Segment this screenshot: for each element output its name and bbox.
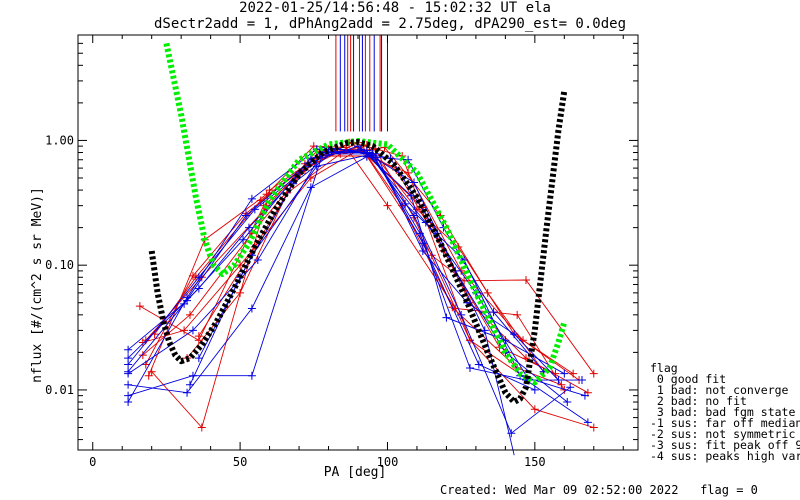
legend-entry: -3 sus: fit peak off 90 — [650, 438, 800, 452]
blue-data-point — [194, 273, 203, 282]
blue-data-point — [244, 223, 253, 232]
red-series-line — [151, 148, 594, 429]
blue-data-point — [578, 376, 586, 385]
blue-data-point — [563, 398, 572, 407]
red-series-line — [186, 146, 545, 372]
legend-entry: 0 good fit — [650, 372, 726, 386]
blue-data-point — [474, 360, 483, 369]
legend-entry: -2 sus: not symmetric — [650, 427, 795, 441]
legend-entry: 2 bad: no fit — [650, 394, 747, 408]
legend-entry: 3 bad: bad fgm state — [650, 405, 795, 419]
blue-data-point — [401, 199, 410, 208]
blue-data-point — [530, 385, 539, 394]
blue-data-point — [124, 367, 133, 376]
axes: 0 50 100 150 0.01 0.10 1.00 — [45, 34, 638, 469]
blue-data-point — [124, 380, 133, 389]
x-tick-label: 0 — [89, 455, 96, 469]
flag-legend: flag 0 good fit 1 bad: not converge 2 ba… — [650, 361, 800, 463]
x-axis-label: PA [deg] — [324, 465, 387, 480]
blue-data-point — [580, 391, 589, 400]
blue-data-point — [247, 371, 256, 380]
red-data-point — [197, 423, 206, 432]
blue-data-point — [124, 360, 133, 369]
x-tick-label: 50 — [233, 455, 247, 469]
fit-curves — [148, 42, 568, 405]
vertical-marker-lines — [335, 35, 388, 132]
plot-frame — [77, 34, 639, 451]
blue-data-point — [306, 183, 315, 192]
blue-data-point — [250, 205, 259, 214]
y-tick-label: 1.00 — [45, 133, 74, 147]
red-data-point — [262, 190, 271, 199]
red-data-point — [589, 369, 598, 378]
blue-data-point — [183, 388, 192, 397]
blue-data-point — [489, 308, 498, 317]
red-data-point — [530, 405, 539, 414]
black-fit-curve — [148, 90, 568, 405]
red-data-point — [186, 310, 194, 319]
blue-data-point — [180, 299, 189, 308]
blue-data-point — [242, 211, 250, 220]
blue-data-point — [566, 383, 575, 392]
legend-title: flag — [650, 361, 678, 375]
red-series-line — [154, 146, 589, 394]
red-data-point — [259, 201, 268, 210]
blue-data-point — [466, 363, 474, 372]
red-data-point — [522, 276, 530, 285]
y-tick-label: 0.10 — [45, 258, 74, 272]
red-data-point — [522, 354, 530, 363]
blue-data-point — [312, 162, 321, 171]
blue-data-point — [124, 391, 133, 400]
x-tick-label: 100 — [377, 455, 399, 469]
blue-data-point — [457, 310, 466, 319]
blue-data-point — [247, 304, 256, 313]
y-tick-label: 0.01 — [45, 383, 74, 397]
blue-data-point — [560, 369, 569, 378]
blue-data-point — [418, 239, 427, 248]
blue-data-point — [194, 354, 203, 363]
legend-entry: 1 bad: not converge — [650, 383, 789, 397]
blue-data-point — [253, 256, 262, 265]
red-data-point — [265, 186, 274, 195]
red-data-point — [589, 423, 598, 432]
blue-series-line — [198, 153, 535, 391]
blue-data-point — [583, 418, 592, 427]
blue-data-point — [124, 345, 133, 354]
blue-data-point — [442, 313, 451, 322]
x-tick-label: 150 — [524, 455, 546, 469]
blue-series-line — [127, 146, 559, 381]
red-data-point — [144, 371, 153, 380]
legend-entry: -4 sus: peaks high var — [650, 449, 800, 463]
blue-data-point — [186, 380, 194, 389]
green-fit-curve — [163, 42, 568, 386]
blue-data-point — [480, 326, 489, 335]
blue-data-point — [410, 178, 418, 187]
red-data-point — [513, 310, 522, 319]
blue-data-point — [418, 246, 427, 255]
red-data-point — [180, 326, 189, 335]
red-data-point — [383, 201, 392, 210]
red-data-point — [483, 288, 492, 297]
y-axis-label: nflux [#/(cm^2 s sr MeV)] — [30, 187, 45, 383]
red-data-point — [135, 302, 144, 311]
chart-title: 2022-01-25/14:56:48 - 15:02:32 UT ela — [239, 0, 551, 16]
red-data-point — [194, 332, 203, 341]
blue-data-point — [188, 326, 197, 335]
blue-data-point — [194, 284, 203, 293]
red-data-point — [138, 351, 147, 360]
red-data-point — [188, 271, 197, 280]
blue-data-point — [368, 149, 377, 158]
blue-data-point — [404, 155, 413, 164]
legend-entry: -1 sus: far off median — [650, 416, 800, 430]
blue-data-point — [247, 194, 256, 203]
red-data-point — [236, 288, 245, 297]
blue-data-point — [239, 235, 248, 244]
creation-footer: Created: Wed Mar 09 02:52:00 2022 flag =… — [440, 483, 758, 497]
chart-subtitle: dSectr2add = 1, dPhAng2add = 2.75deg, dP… — [154, 16, 626, 32]
